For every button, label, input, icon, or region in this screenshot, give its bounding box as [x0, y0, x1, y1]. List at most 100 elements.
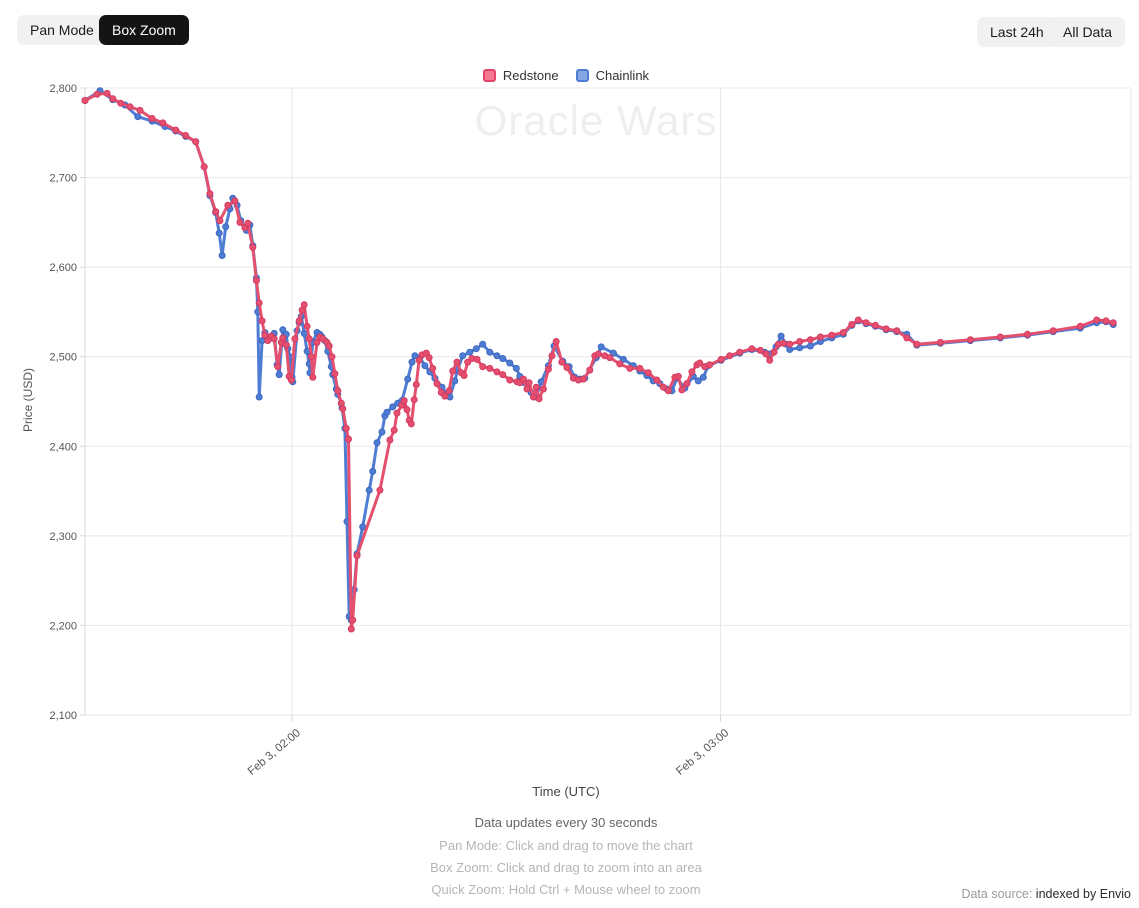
- data-point-redstone: [345, 435, 352, 443]
- data-point-chainlink: [408, 358, 416, 366]
- data-point-redstone: [136, 106, 144, 114]
- data-point-redstone: [117, 99, 125, 107]
- data-point-redstone: [325, 342, 333, 350]
- data-point-chainlink: [506, 359, 514, 367]
- data-point-chainlink: [383, 408, 391, 416]
- data-point-redstone: [342, 424, 350, 432]
- data-point-redstone: [264, 337, 272, 345]
- data-point-redstone: [103, 89, 111, 97]
- x-tick-label: Feb 3, 03:00: [674, 727, 731, 778]
- legend-item-chainlink[interactable]: Chainlink: [575, 68, 649, 83]
- data-point-redstone: [347, 625, 355, 633]
- y-axis-title: Price (USD): [21, 367, 35, 433]
- all-data-button[interactable]: All Data: [1050, 17, 1126, 47]
- data-point-redstone: [81, 97, 89, 104]
- data-point-redstone: [126, 103, 134, 111]
- data-point-chainlink: [369, 467, 377, 475]
- data-point-redstone: [192, 138, 200, 146]
- data-point-redstone: [300, 301, 308, 309]
- data-point-redstone: [224, 201, 232, 209]
- data-point-redstone: [376, 486, 384, 494]
- data-point-redstone: [328, 353, 336, 361]
- data-point-redstone: [339, 405, 347, 413]
- data-source-link[interactable]: indexed by Envio: [1035, 887, 1131, 901]
- redstone-swatch-icon: [482, 69, 496, 82]
- data-point-redstone: [148, 115, 156, 122]
- data-point-redstone: [261, 331, 269, 339]
- box-zoom-button[interactable]: Box Zoom: [99, 15, 189, 45]
- data-point-redstone: [353, 552, 361, 560]
- data-point-redstone: [736, 348, 744, 356]
- data-point-redstone: [903, 334, 911, 342]
- data-point-redstone: [334, 387, 342, 395]
- data-point-redstone: [1024, 330, 1031, 338]
- data-point-redstone: [544, 365, 552, 373]
- footer-update-note: Data updates every 30 seconds: [474, 815, 658, 830]
- data-point-redstone: [249, 243, 257, 251]
- x-tick-label: Feb 3, 02:00: [246, 727, 303, 778]
- data-point-chainlink: [378, 428, 386, 436]
- data-point-chainlink: [777, 332, 785, 340]
- data-point-redstone: [412, 381, 420, 388]
- data-point-redstone: [236, 218, 244, 226]
- data-point-redstone: [295, 317, 303, 325]
- data-point-redstone: [445, 387, 453, 395]
- data-point-chainlink: [134, 113, 142, 121]
- data-point-redstone: [696, 359, 704, 367]
- data-point-redstone: [678, 386, 686, 394]
- data-point-redstone: [274, 363, 282, 371]
- data-point-chainlink: [512, 364, 520, 372]
- data-point-redstone: [594, 350, 602, 358]
- data-point-chainlink: [806, 342, 814, 350]
- data-point-chainlink: [694, 377, 702, 385]
- data-point-redstone: [717, 355, 725, 363]
- data-point-redstone: [400, 397, 408, 405]
- data-point-redstone: [506, 376, 514, 384]
- legend-item-redstone[interactable]: Redstone: [482, 68, 559, 83]
- data-point-redstone: [425, 354, 433, 362]
- data-point-redstone: [473, 355, 481, 363]
- data-point-redstone: [279, 334, 287, 342]
- data-point-chainlink: [404, 375, 412, 383]
- data-point-redstone: [1102, 317, 1110, 325]
- data-point-redstone: [499, 371, 507, 379]
- data-point-redstone: [766, 356, 774, 364]
- y-tick-label: 2,500: [49, 352, 77, 364]
- data-point-redstone: [539, 385, 547, 393]
- data-point-redstone: [996, 333, 1004, 341]
- data-point-redstone: [893, 327, 901, 335]
- data-point-redstone: [535, 395, 543, 403]
- data-point-redstone: [636, 364, 644, 372]
- data-point-redstone: [882, 325, 890, 333]
- data-point-redstone: [936, 338, 944, 346]
- data-source: Data source: indexed by Envio: [961, 887, 1131, 901]
- data-point-redstone: [410, 396, 418, 404]
- data-point-redstone: [756, 346, 764, 354]
- data-point-redstone: [688, 368, 696, 376]
- data-point-redstone: [429, 364, 437, 372]
- data-point-redstone: [653, 376, 661, 384]
- data-point-redstone: [386, 436, 394, 444]
- data-point-redstone: [303, 322, 311, 330]
- data-point-redstone: [796, 338, 804, 345]
- data-point-redstone: [1049, 327, 1057, 335]
- data-point-redstone: [390, 426, 398, 434]
- data-point-redstone: [255, 299, 263, 307]
- pan-mode-button[interactable]: Pan Mode: [17, 15, 107, 45]
- footer-tip-quick: Quick Zoom: Hold Ctrl + Mouse wheel to z…: [431, 882, 701, 897]
- data-point-chainlink: [275, 371, 283, 379]
- data-point-redstone: [828, 331, 836, 339]
- data-point-redstone: [159, 119, 167, 127]
- y-tick-label: 2,200: [49, 620, 77, 632]
- data-point-chainlink: [459, 352, 467, 360]
- data-point-redstone: [779, 339, 787, 347]
- y-tick-label: 2,300: [49, 531, 77, 543]
- last-24h-button[interactable]: Last 24h: [977, 17, 1057, 47]
- data-point-redstone: [258, 317, 266, 325]
- data-point-chainlink: [300, 329, 308, 337]
- data-point-redstone: [449, 367, 457, 375]
- data-point-chainlink: [389, 403, 397, 411]
- y-tick-label: 2,600: [49, 262, 77, 274]
- data-point-chainlink: [365, 486, 373, 494]
